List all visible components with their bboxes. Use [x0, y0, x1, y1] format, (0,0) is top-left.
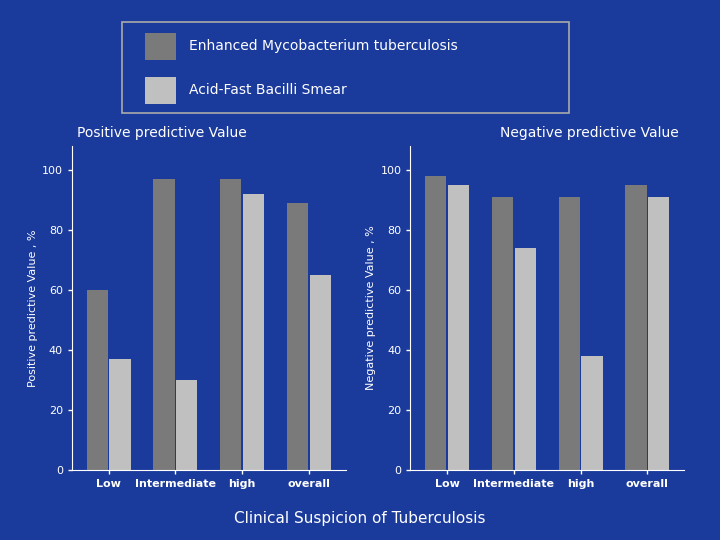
- Bar: [176, 380, 197, 470]
- Text: Positive predictive Value: Positive predictive Value: [78, 126, 247, 140]
- Bar: [287, 203, 308, 470]
- Bar: [86, 290, 108, 470]
- Bar: [625, 185, 647, 470]
- Text: Enhanced Mycobacterium tuberculosis: Enhanced Mycobacterium tuberculosis: [189, 39, 458, 53]
- Bar: [145, 32, 176, 60]
- Text: Negative predictive Value: Negative predictive Value: [500, 126, 678, 140]
- Bar: [581, 356, 603, 470]
- Bar: [559, 197, 580, 470]
- Bar: [243, 194, 264, 470]
- Bar: [648, 197, 670, 470]
- Text: Clinical Suspicion of Tuberculosis: Clinical Suspicion of Tuberculosis: [234, 511, 486, 526]
- Bar: [220, 179, 241, 470]
- Bar: [109, 359, 131, 470]
- Bar: [448, 185, 469, 470]
- Text: Acid-Fast Bacilli Smear: Acid-Fast Bacilli Smear: [189, 84, 347, 97]
- Bar: [145, 77, 176, 104]
- Y-axis label: Negative predictive Value , %: Negative predictive Value , %: [366, 225, 377, 390]
- Bar: [515, 248, 536, 470]
- Bar: [492, 197, 513, 470]
- FancyBboxPatch shape: [122, 22, 569, 113]
- Bar: [310, 275, 331, 470]
- Bar: [153, 179, 175, 470]
- Bar: [425, 176, 446, 470]
- Y-axis label: Positive predictive Value , %: Positive predictive Value , %: [28, 229, 38, 387]
